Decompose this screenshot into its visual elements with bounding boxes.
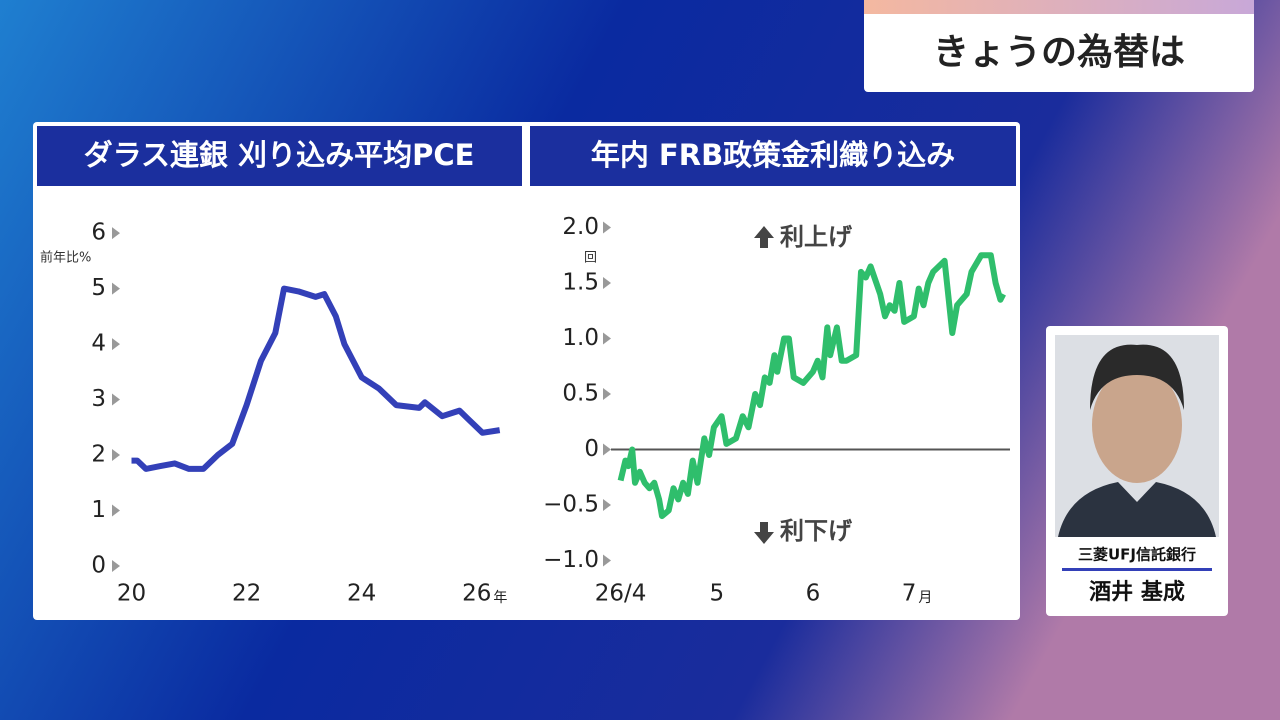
y-tick-mark <box>603 443 611 456</box>
data-line <box>617 252 1006 520</box>
x-tick-label: 26 <box>462 581 491 607</box>
y-tick-label: 6 <box>91 220 106 246</box>
y-tick-label: 5 <box>91 275 106 301</box>
header-strip <box>864 0 1254 14</box>
title-bar <box>37 126 522 186</box>
y-tick-label: −1.0 <box>543 547 599 573</box>
y-tick-mark <box>112 393 120 406</box>
guest-face <box>1092 367 1182 483</box>
y-tick-mark <box>603 498 611 511</box>
y-tick-mark <box>603 554 611 567</box>
y-tick-mark <box>112 338 120 351</box>
y-tick-mark <box>603 332 611 345</box>
x-tick-label: 22 <box>232 581 261 607</box>
chart-title: 年内 FRB政策金利織り込み <box>591 138 955 172</box>
y-tick-mark <box>112 449 120 462</box>
y-tick-label: −0.5 <box>543 491 599 517</box>
y-tick-label: 1.5 <box>562 270 599 296</box>
y-tick-label: 2.0 <box>562 214 599 240</box>
y-tick-label: 1.0 <box>562 325 599 351</box>
separator <box>1062 568 1212 571</box>
x-axis-unit: 月 <box>918 590 932 606</box>
annotation: 利上げ <box>780 223 853 251</box>
guest-name: 酒井 基成 <box>1089 580 1185 605</box>
header-box <box>864 0 1254 92</box>
guest-hair <box>1090 344 1184 410</box>
chart-title: ダラス連銀 刈り込み平均PCE <box>84 138 475 172</box>
header-title: きょうの為替は <box>933 32 1185 73</box>
y-axis-label: 前年比% <box>40 250 91 266</box>
y-tick-mark <box>603 388 611 400</box>
y-tick-mark <box>112 282 120 295</box>
x-tick-label: 7 <box>902 581 917 607</box>
y-tick-label: 0 <box>91 553 106 579</box>
y-tick-label: 1 <box>91 497 106 523</box>
y-tick-label: 0 <box>584 436 599 462</box>
data-line <box>131 285 501 472</box>
y-tick-label: 2 <box>91 442 106 468</box>
y-axis-label: 回 <box>584 251 597 266</box>
y-tick-mark <box>112 504 120 517</box>
guest-suit <box>1058 482 1216 537</box>
y-tick-mark <box>112 227 120 240</box>
annotation: 利下げ <box>780 517 853 545</box>
x-tick-label: 20 <box>117 581 146 607</box>
title-bar <box>530 126 1016 186</box>
y-tick-label: 4 <box>91 331 106 357</box>
x-tick-label: 5 <box>709 581 724 607</box>
x-tick-label: 6 <box>806 581 821 607</box>
y-tick-mark <box>112 560 120 572</box>
down-arrow <box>754 522 774 544</box>
x-tick-label: 26/4 <box>595 581 647 607</box>
x-axis-unit: 年 <box>493 590 507 606</box>
guest-company: 三菱UFJ信託銀行 <box>1078 546 1196 564</box>
up-arrow <box>754 226 774 248</box>
y-tick-mark <box>603 221 611 234</box>
y-tick-label: 0.5 <box>562 381 599 407</box>
chart-panel <box>33 122 1020 620</box>
y-tick-mark <box>603 277 611 290</box>
x-tick-label: 24 <box>347 581 376 607</box>
y-tick-label: 3 <box>91 386 106 412</box>
